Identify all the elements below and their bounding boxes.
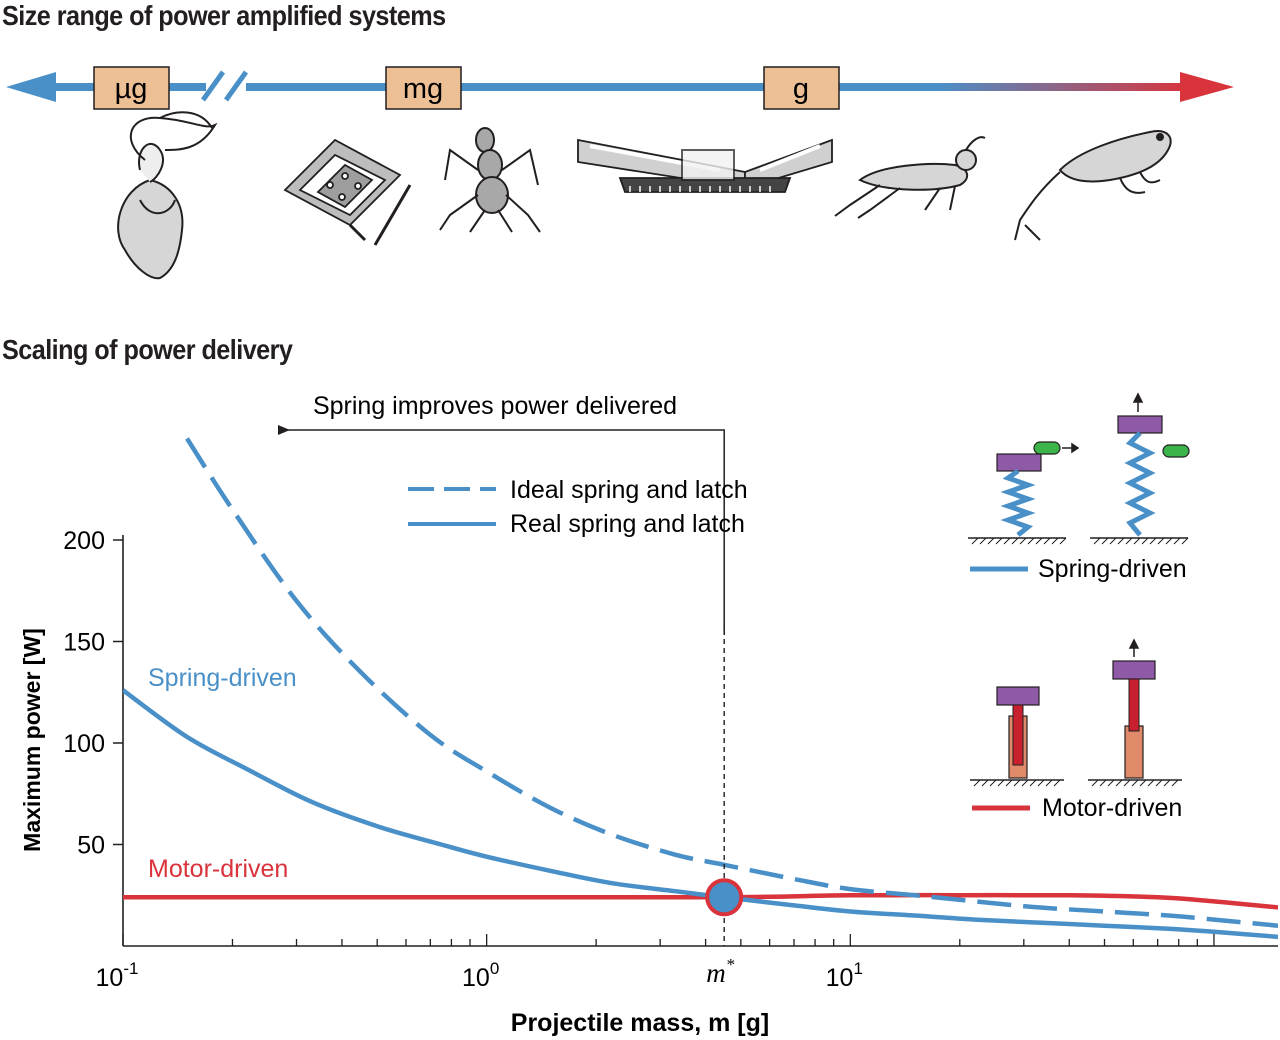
unit-label-mg: mg [403, 73, 443, 105]
x-tick-label: 10-1 [96, 959, 139, 992]
series-spring-driven [123, 688, 1278, 940]
motor-driven-inset: Motor-driven [970, 638, 1182, 822]
jumping-robot-icon [577, 138, 833, 193]
motor-piston-icon [1012, 704, 1024, 766]
unit-box-g: g [763, 66, 840, 110]
y-tick-label: 100 [63, 730, 105, 758]
unit-label-ug: µg [115, 73, 148, 105]
x-tick-label: 101 [826, 959, 863, 992]
microrobot-icon [283, 138, 412, 246]
series-motor-driven [123, 892, 1278, 910]
spring-mass-block-icon [996, 453, 1042, 472]
y-tick-label: 50 [77, 832, 105, 860]
scale-arrow-right-icon [1180, 72, 1234, 102]
launch-arrow-icon [1132, 392, 1144, 412]
locust-icon [834, 136, 986, 219]
latch-icon [1033, 441, 1061, 455]
inset-label-spring: Spring-driven [1038, 555, 1187, 583]
spring-coil-icon [1000, 468, 1036, 537]
size-range-bar [40, 83, 1190, 91]
power-scaling-chart: 50 100 150 200 10-1 100 101 Maximum power [W]… [19, 392, 1278, 1037]
top-section-title: Size range of power amplified systems [2, 0, 446, 31]
x-axis-label: Projectile mass, m [g] [511, 1009, 769, 1037]
mantis-shrimp-icon [117, 111, 218, 280]
series-ideal-spring-and-latch [185, 437, 1278, 928]
spring-improves-label: Spring improves power delivered [313, 392, 677, 420]
motor-driven-curve-label: Motor-driven [148, 855, 288, 883]
motor-mass-block-icon [996, 686, 1040, 706]
y-tick-label: 150 [63, 629, 105, 657]
unit-box-ug: µg [93, 66, 170, 110]
axis-break-icon [200, 70, 226, 102]
legend-label-ideal: Ideal spring and latch [510, 476, 748, 504]
y-axis-label: Maximum power [W] [19, 628, 45, 852]
unit-box-mg: mg [385, 66, 462, 110]
legend-label-real: Real spring and latch [510, 510, 745, 538]
chart-legend: Ideal spring and latch Real spring and l… [408, 476, 748, 538]
unit-label-g: g [793, 73, 809, 105]
latch-release-arrow-icon [1062, 442, 1080, 454]
x-tick-label: 100 [462, 959, 499, 992]
y-tick-label: 200 [63, 527, 105, 555]
frog-icon [1014, 130, 1172, 241]
spring-driven-curve-label: Spring-driven [148, 664, 297, 692]
scale-arrow-left-icon [6, 72, 56, 102]
size-range-scale: µg mg g [6, 66, 1234, 110]
spring-improves-arrow [278, 425, 725, 634]
inset-label-motor: Motor-driven [1042, 794, 1182, 822]
spring-driven-inset: Spring-driven [968, 392, 1190, 583]
crossover-label: m* [706, 955, 735, 988]
ground-hatch-icon [971, 537, 1067, 545]
crossover-point-marker [705, 878, 744, 917]
trap-jaw-ant-icon [439, 127, 541, 233]
bottom-section-title: Scaling of power delivery [2, 334, 293, 365]
